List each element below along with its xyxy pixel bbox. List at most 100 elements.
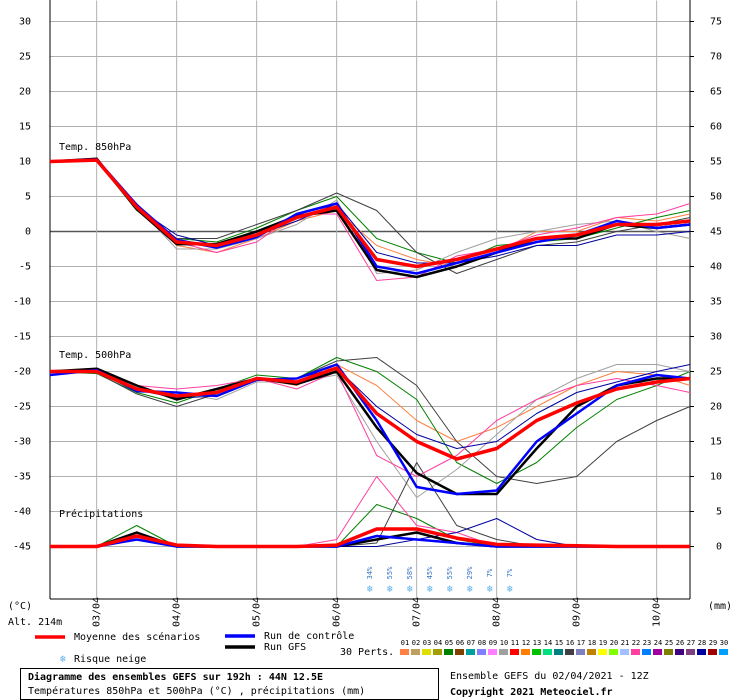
x-tick-label: 07/04	[412, 597, 423, 627]
legend-swatch	[664, 649, 673, 655]
legend-label: 24	[654, 639, 662, 647]
legend-label: 16	[566, 639, 574, 647]
x-tick-label: 06/04	[332, 597, 343, 627]
legend-swatch	[653, 649, 662, 655]
legend-swatch	[642, 649, 651, 655]
legend-swatch	[543, 649, 552, 655]
legend-label: 17	[577, 639, 585, 647]
lines	[49, 157, 691, 549]
y2-tick-label: 65	[710, 87, 722, 98]
legend-swatch	[444, 649, 453, 655]
legend-label: 25	[665, 639, 673, 647]
legend-label: 30	[720, 639, 728, 647]
panel-label: Temp. 500hPa	[59, 350, 131, 361]
legend-label: 15	[555, 639, 563, 647]
legend-swatch	[686, 649, 695, 655]
snow-icon: ❄	[447, 584, 454, 595]
legend-label: 06	[456, 639, 464, 647]
legend-label: 10	[500, 639, 508, 647]
y-tick-label: -30	[13, 437, 31, 448]
legend-swatch	[675, 649, 684, 655]
copyright: Copyright 2021 Meteociel.fr	[450, 686, 613, 698]
title: Diagramme des ensembles GEFS sur 192h : …	[28, 671, 323, 683]
legend-label: 19	[599, 639, 607, 647]
legend-label: 26	[676, 639, 684, 647]
legend-label: 28	[698, 639, 706, 647]
legend-label: 05	[445, 639, 453, 647]
legend-swatch	[433, 649, 442, 655]
legend-swatch	[697, 649, 706, 655]
legend-swatch	[477, 649, 486, 655]
legend-swatch	[708, 649, 717, 655]
y-tick-label: 15	[19, 122, 31, 133]
run-info: Ensemble GEFS du 02/04/2021 - 12Z	[450, 671, 649, 682]
legend-swatch	[620, 649, 629, 655]
precip-line	[50, 527, 690, 549]
altitude: Alt. 214m	[8, 617, 62, 628]
snow-label: 55%	[386, 566, 394, 579]
x-tick-label: 04/04	[172, 597, 183, 627]
legend-swatch	[455, 649, 464, 655]
y2-tick-label: 75	[710, 17, 722, 28]
legend-label: 01	[401, 639, 409, 647]
y2-tick-label: 25	[710, 367, 722, 378]
y-tick-label: 5	[25, 192, 31, 203]
t850-line	[49, 158, 691, 269]
legend-swatch	[510, 649, 519, 655]
y-tick-label: 30	[19, 17, 31, 28]
legend-label: 11	[511, 639, 519, 647]
legend-swatch	[499, 649, 508, 655]
snow-icon: ❄	[487, 584, 494, 595]
legend-label: 04	[434, 639, 442, 647]
legend-label: 20	[610, 639, 618, 647]
legend-swatch	[565, 649, 574, 655]
y2-tick-label: 55	[710, 157, 722, 168]
legend-swatch	[598, 649, 607, 655]
snow-label: 7%	[506, 568, 514, 577]
legend-swatch	[719, 649, 728, 655]
subtitle: Températures 850hPa et 500hPa (°C) , pré…	[28, 685, 365, 697]
y-tick-label: -25	[13, 402, 31, 413]
legend-swatch	[587, 649, 596, 655]
y-tick-label: 25	[19, 52, 31, 63]
t500-line	[49, 363, 691, 496]
y2-tick-label: 0	[716, 542, 722, 553]
legend-label: 12	[522, 639, 530, 647]
y2-tick-label: 50	[710, 192, 722, 203]
y-tick-label: -20	[13, 367, 31, 378]
snow-icon: ❄	[367, 584, 374, 595]
legend-label: 27	[687, 639, 695, 647]
legend-swatch	[576, 649, 585, 655]
legend-swatch	[466, 649, 475, 655]
y2-tick-label: 40	[710, 262, 722, 273]
legend-label: 14	[544, 639, 552, 647]
y2-tick-label: 30	[710, 332, 722, 343]
y-tick-label: 20	[19, 87, 31, 98]
legend-label: 07	[467, 639, 475, 647]
x-tick-label: 09/04	[572, 597, 583, 627]
y-tick-label: -35	[13, 472, 31, 483]
panel-label: Temp. 850hPa	[59, 142, 131, 153]
y2-tick-label: 60	[710, 122, 722, 133]
y2-axis-label: (mm)	[708, 601, 732, 612]
legend-label: 22	[632, 639, 640, 647]
legend-label: Run GFS	[264, 642, 306, 653]
legend-swatch	[411, 649, 420, 655]
snow-label: 34%	[366, 566, 374, 579]
snow-label: 29%	[466, 566, 474, 579]
panel-label: Précipitations	[59, 508, 143, 520]
legend-label: 30 Perts.	[340, 647, 394, 658]
y-axis-label: (°C)	[8, 601, 32, 612]
snow-label: 58%	[406, 566, 414, 579]
y-tick-label: -45	[13, 542, 31, 553]
snow-icon: ❄	[60, 654, 67, 665]
precip-line	[50, 462, 690, 547]
snow-label: 45%	[426, 566, 434, 579]
y-tick-label: 0	[25, 227, 31, 238]
y-tick-label: -40	[13, 507, 31, 518]
t500-line	[49, 357, 691, 484]
legend-label: 29	[709, 639, 717, 647]
snow-icon: ❄	[507, 584, 514, 595]
legend-swatch	[609, 649, 618, 655]
